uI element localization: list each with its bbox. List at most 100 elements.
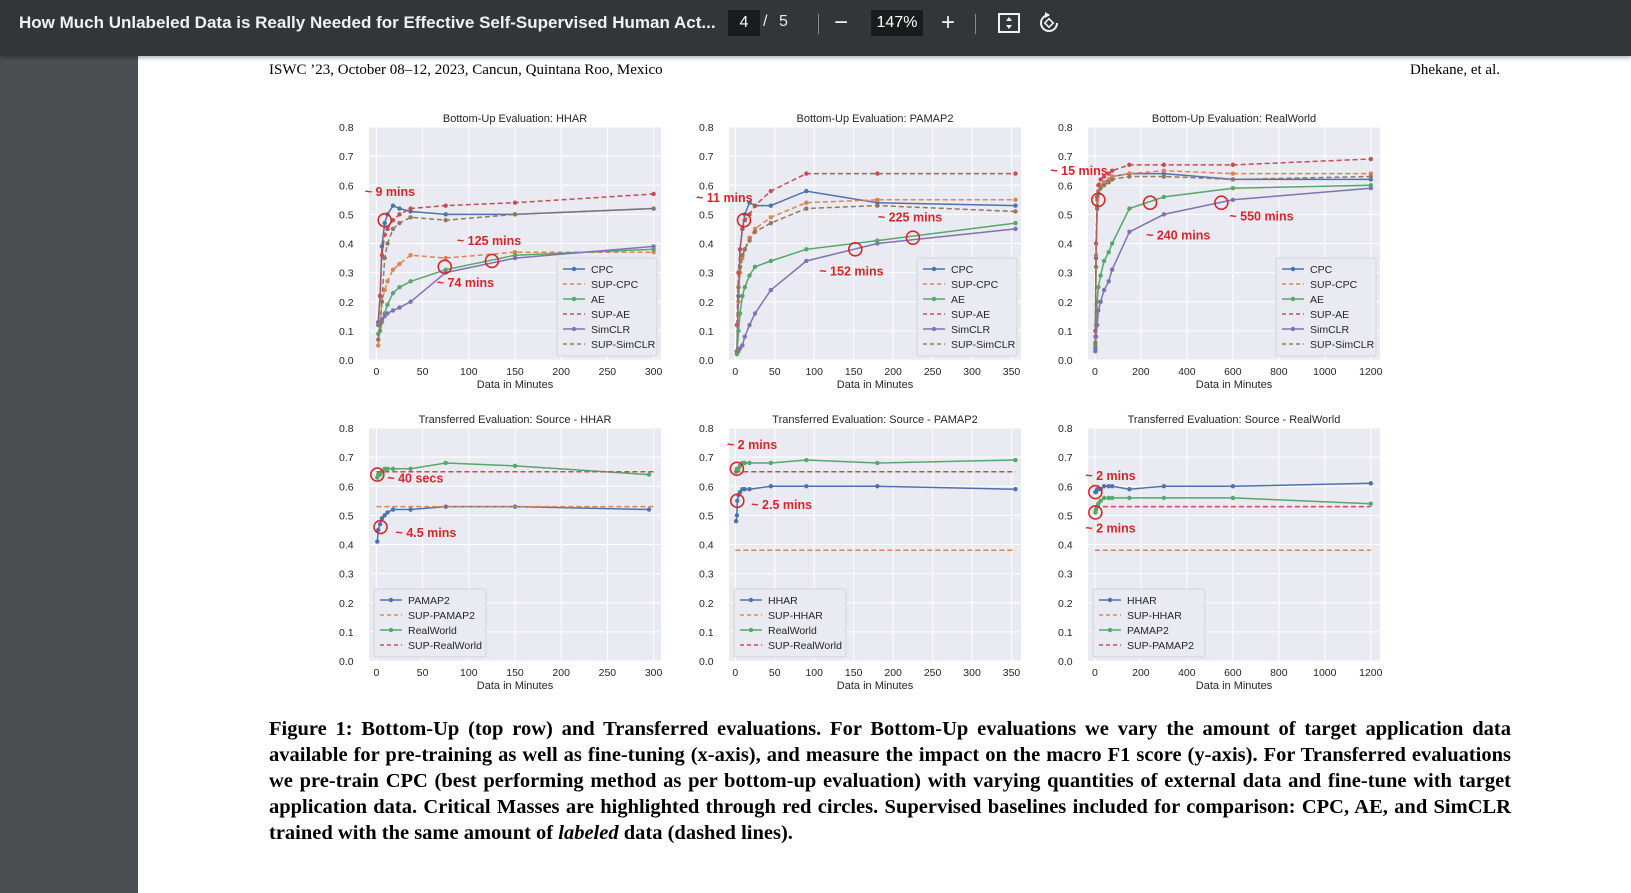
y-tick-label: 0.0 [339, 355, 354, 367]
data-point [747, 200, 752, 205]
x-tick-label: 0 [373, 366, 379, 378]
legend-label: SUP-AE [591, 309, 630, 321]
y-tick-label: 0.6 [699, 481, 714, 493]
legend: CPC SUP-CPC AE SUP-AE SimCLR SUP-SimCLR [1275, 257, 1377, 357]
series-hhar [1093, 481, 1374, 495]
data-point [1230, 162, 1236, 168]
y-tick-label: 0.5 [699, 209, 714, 221]
data-point [804, 206, 809, 211]
legend: HHAR SUP-HHAR PAMAP2 SUP-PAMAP2 [1092, 588, 1206, 658]
x-tick-label: 0 [1092, 366, 1098, 378]
fit-page-button[interactable] [994, 8, 1024, 38]
legend-marker [388, 627, 394, 633]
data-point [1109, 484, 1115, 489]
x-tick-label: 50 [769, 667, 781, 679]
data-point [651, 244, 656, 249]
legend-label: SUP-CPC [951, 279, 999, 291]
x-tick-label: 1000 [1313, 667, 1337, 679]
data-point [1101, 484, 1107, 489]
critical-mass-circle [1088, 484, 1103, 500]
legend-label: CPC [1310, 264, 1333, 276]
data-point [1161, 194, 1167, 200]
data-point [651, 206, 656, 211]
zoom-out-button[interactable]: − [826, 8, 856, 38]
legend-box [1275, 257, 1377, 357]
data-point [390, 290, 396, 296]
data-point [734, 513, 740, 518]
data-point [1161, 484, 1167, 489]
y-tick-label: 0.8 [699, 122, 714, 134]
data-point [1127, 206, 1132, 211]
data-point [408, 215, 413, 220]
series-sup-simclr [376, 206, 656, 342]
x-tick-label: 1000 [1313, 366, 1337, 378]
x-tick-label: 400 [1178, 366, 1196, 378]
data-point [1098, 185, 1103, 191]
rotate-button[interactable] [1034, 8, 1064, 38]
minus-icon: − [833, 9, 848, 36]
y-tick-label: 0.1 [1058, 326, 1073, 338]
data-point [742, 247, 747, 252]
y-tick-label: 0.5 [699, 510, 714, 522]
zoom-level-input[interactable]: 147% [871, 10, 923, 36]
x-axis-label: Data in Minutes [1196, 379, 1273, 391]
data-point [1230, 484, 1236, 489]
x-tick-label: 50 [417, 667, 429, 679]
data-point [747, 322, 752, 328]
data-point [1368, 185, 1374, 191]
data-point [390, 267, 396, 272]
data-point [1230, 197, 1236, 203]
legend: PAMAP2 SUP-PAMAP2 RealWorld SUP-RealWorld [373, 588, 487, 658]
data-point [1101, 183, 1107, 188]
x-tick-label: 200 [1132, 667, 1150, 679]
data-point [1127, 174, 1132, 179]
y-tick-label: 0.8 [699, 423, 714, 435]
data-point [1109, 241, 1115, 246]
zoom-in-button[interactable]: + [933, 8, 963, 38]
chart-transferred-hhar: 0.0 0.1 0.2 0.3 0.4 0.5 0.6 0.7 0.8 0 50 100 150 200 2… [335, 412, 675, 717]
y-tick-label: 0.6 [699, 180, 714, 192]
legend: CPC SUP-CPC AE SUP-AE SimCLR SUP-SimCLR [556, 257, 658, 357]
chart-title: Transferred Evaluation: Source - HHAR [419, 414, 612, 426]
critical-mass-circle [905, 230, 921, 245]
y-tick-label: 0.1 [339, 326, 354, 338]
data-point [737, 247, 743, 252]
y-tick-label: 0.6 [1058, 180, 1073, 192]
data-point [752, 311, 758, 316]
legend-marker [1290, 296, 1296, 302]
data-point [1013, 209, 1018, 214]
critical-mass-circle [370, 467, 385, 482]
data-point [382, 287, 387, 293]
y-tick-label: 0.3 [699, 569, 714, 581]
y-tick-label: 0.6 [339, 180, 354, 192]
x-tick-label: 800 [1270, 366, 1288, 378]
chart-transferred-realworld: 0.0 0.1 0.2 0.3 0.4 0.5 0.6 0.7 0.8 0 200 400 600 800… [1054, 412, 1394, 717]
legend-label: CPC [951, 264, 974, 276]
y-tick-label: 0.0 [699, 355, 714, 367]
legend-label: AE [1310, 294, 1324, 306]
page-number-input[interactable]: 4 [728, 10, 760, 36]
rotate-icon [1040, 12, 1058, 32]
plus-icon: + [940, 9, 955, 36]
x-tick-label: 600 [1224, 667, 1242, 679]
y-tick-label: 0.6 [1058, 481, 1073, 493]
data-point [377, 322, 383, 328]
data-point [1368, 501, 1374, 506]
data-point [1106, 171, 1111, 176]
data-point [408, 252, 413, 258]
x-tick-label: 50 [417, 366, 429, 378]
legend-box [1092, 588, 1206, 658]
y-tick-label: 0.1 [1058, 627, 1073, 639]
data-point [1127, 162, 1132, 168]
caption-emphasis: labeled [558, 822, 619, 844]
critical-mass-circle [1091, 192, 1106, 208]
x-tick-label: 250 [924, 667, 942, 679]
x-tick-label: 150 [506, 366, 524, 378]
data-point [385, 302, 390, 307]
data-point [1101, 287, 1107, 293]
data-point [1161, 495, 1167, 501]
data-point [733, 519, 739, 524]
legend-label: SimCLR [951, 324, 991, 336]
series-simclr [1093, 185, 1374, 354]
data-point [382, 513, 387, 518]
